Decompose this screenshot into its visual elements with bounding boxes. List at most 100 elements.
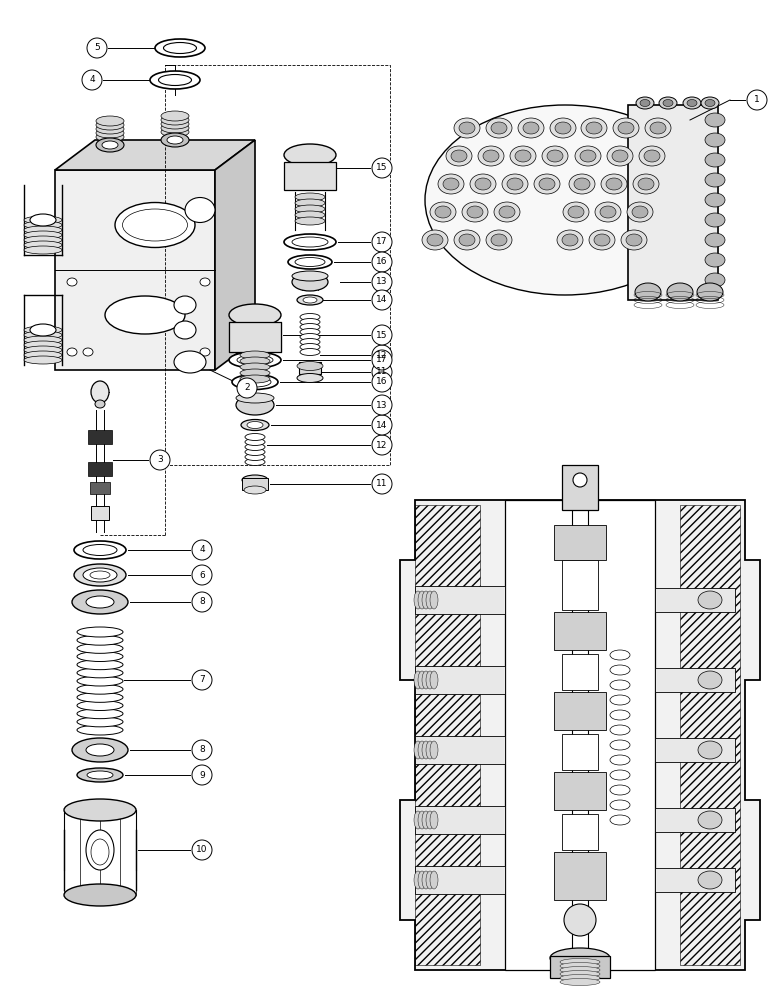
Ellipse shape: [705, 273, 725, 287]
Ellipse shape: [240, 369, 270, 377]
Circle shape: [192, 840, 212, 860]
Ellipse shape: [72, 590, 128, 614]
Ellipse shape: [499, 206, 515, 218]
Ellipse shape: [454, 118, 480, 138]
Ellipse shape: [24, 241, 62, 249]
Text: 8: 8: [199, 597, 205, 606]
Ellipse shape: [515, 150, 531, 162]
Circle shape: [372, 158, 392, 178]
Bar: [554, 772, 606, 810]
Circle shape: [372, 435, 392, 455]
Ellipse shape: [236, 393, 274, 403]
Circle shape: [372, 290, 392, 310]
Ellipse shape: [300, 314, 320, 320]
Ellipse shape: [600, 206, 616, 218]
Ellipse shape: [422, 871, 430, 889]
Ellipse shape: [87, 771, 113, 779]
Bar: [505, 500, 655, 970]
Circle shape: [87, 38, 107, 58]
Ellipse shape: [240, 375, 270, 383]
Ellipse shape: [426, 871, 434, 889]
Ellipse shape: [638, 178, 654, 190]
Bar: [562, 654, 598, 690]
Ellipse shape: [470, 174, 496, 194]
Ellipse shape: [443, 178, 459, 190]
Ellipse shape: [232, 374, 278, 389]
Ellipse shape: [96, 132, 124, 142]
Circle shape: [372, 372, 392, 392]
Ellipse shape: [24, 221, 62, 229]
Ellipse shape: [240, 363, 270, 371]
Ellipse shape: [284, 144, 336, 166]
Ellipse shape: [510, 146, 536, 166]
Bar: [91, 506, 109, 520]
Bar: [562, 560, 598, 610]
Ellipse shape: [574, 178, 590, 190]
Ellipse shape: [705, 193, 725, 207]
Ellipse shape: [705, 173, 725, 187]
Bar: [229, 322, 281, 352]
Circle shape: [192, 765, 212, 785]
Text: 1: 1: [754, 96, 760, 104]
Ellipse shape: [430, 671, 438, 689]
Ellipse shape: [659, 97, 677, 109]
Ellipse shape: [534, 174, 560, 194]
Ellipse shape: [426, 591, 434, 609]
Bar: [90, 482, 110, 494]
Ellipse shape: [95, 400, 105, 408]
Polygon shape: [55, 140, 255, 170]
Ellipse shape: [300, 334, 320, 340]
Ellipse shape: [244, 486, 266, 494]
Ellipse shape: [24, 231, 62, 239]
Text: 14: 14: [376, 296, 388, 304]
Ellipse shape: [478, 146, 504, 166]
Ellipse shape: [83, 544, 117, 556]
Ellipse shape: [610, 800, 630, 810]
Ellipse shape: [586, 122, 602, 134]
Bar: [628, 105, 718, 300]
Bar: [415, 806, 505, 834]
Ellipse shape: [606, 178, 622, 190]
Ellipse shape: [633, 174, 659, 194]
Ellipse shape: [24, 346, 62, 354]
Ellipse shape: [550, 118, 576, 138]
Ellipse shape: [547, 150, 563, 162]
Text: 12: 12: [376, 351, 388, 360]
Ellipse shape: [200, 348, 210, 356]
Polygon shape: [400, 500, 760, 970]
Ellipse shape: [158, 75, 191, 86]
Text: 16: 16: [376, 377, 388, 386]
Ellipse shape: [96, 116, 124, 126]
Text: 7: 7: [199, 676, 205, 684]
Ellipse shape: [161, 111, 189, 121]
Bar: [554, 612, 606, 650]
Ellipse shape: [459, 122, 475, 134]
Ellipse shape: [174, 351, 206, 373]
Ellipse shape: [418, 591, 426, 609]
Text: 11: 11: [376, 367, 388, 376]
Ellipse shape: [475, 178, 491, 190]
Ellipse shape: [414, 671, 422, 689]
Ellipse shape: [241, 420, 269, 430]
Ellipse shape: [236, 395, 274, 415]
Text: 15: 15: [376, 330, 388, 340]
Bar: [554, 692, 606, 730]
Ellipse shape: [86, 744, 114, 756]
Bar: [284, 162, 336, 190]
Text: 16: 16: [376, 257, 388, 266]
Ellipse shape: [560, 958, 600, 966]
Ellipse shape: [64, 799, 136, 821]
Circle shape: [372, 345, 392, 365]
Ellipse shape: [24, 216, 62, 224]
Text: 11: 11: [376, 480, 388, 488]
Ellipse shape: [91, 839, 109, 865]
Ellipse shape: [639, 146, 665, 166]
Ellipse shape: [698, 591, 722, 609]
Ellipse shape: [24, 331, 62, 339]
Ellipse shape: [422, 230, 448, 250]
Ellipse shape: [650, 122, 666, 134]
Ellipse shape: [229, 304, 281, 326]
Ellipse shape: [96, 120, 124, 130]
Ellipse shape: [610, 665, 630, 675]
Ellipse shape: [24, 351, 62, 359]
